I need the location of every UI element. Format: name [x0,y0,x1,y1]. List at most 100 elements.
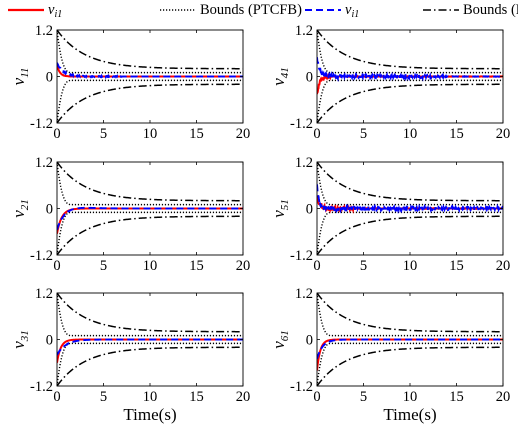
x-tick-label: 5 [360,389,367,405]
y-axis-label: ν41 [269,67,291,86]
y-tick-label: 1.2 [35,155,53,171]
y-axis-label: ν11 [9,68,31,86]
series-blue [57,338,243,356]
bound-ftdsc-upper [57,162,243,202]
bound-ptcfb-lower [57,342,243,386]
y-tick-label: 1.2 [295,155,313,171]
bound-ptcfb-lower [57,211,243,255]
y-tick-label: 0 [306,70,313,86]
x-tick-label: 10 [143,389,158,405]
bound-ftdsc-upper [317,162,503,202]
bound-ftdsc-upper [57,293,243,333]
plot-area [317,293,503,386]
bound-ftdsc-lower [57,215,243,255]
series-blue [57,62,243,80]
legend-label-3: νi1 [345,2,359,20]
y-tick-label: 0 [46,70,53,86]
series-red [317,338,503,371]
plot-area [57,162,243,255]
series-blue [57,206,243,231]
x-tick-label: 0 [53,258,60,274]
series-blue [317,338,503,360]
legend: νi1 Bounds (PTCFB) νi1 Bounds (FTDSC) [8,2,518,20]
plot-area [317,162,503,255]
y-axis-label: ν61 [269,330,291,349]
y-tick-label: 1.2 [295,286,313,302]
x-tick-label: 10 [143,126,158,142]
bound-ptcfb-upper [317,30,503,74]
x-tick-label: 0 [313,389,320,405]
x-tick-label: 10 [143,258,158,274]
x-tick-label: 15 [449,126,464,142]
x-tick-label: 15 [449,389,464,405]
plot-area [57,293,243,386]
x-tick-label: 10 [403,126,418,142]
bound-ftdsc-upper [317,30,503,70]
legend-entry-1: νi1 [8,2,62,20]
x-tick-label: 20 [236,126,251,142]
legend-entry-2: Bounds (PTCFB) [160,2,302,18]
bound-ptcfb-upper [57,293,243,337]
x-tick-label: 0 [53,389,60,405]
x-tick-label: 0 [313,258,320,274]
bound-ptcfb-lower [57,79,243,123]
bound-ptcfb-upper [57,162,243,206]
x-tick-label: 0 [313,126,320,142]
x-tick-label: 10 [403,389,418,405]
x-tick-label: 5 [360,126,367,142]
bound-ptcfb-lower [317,342,503,386]
y-tick-label: -1.2 [290,379,313,395]
bound-ptcfb-upper [317,162,503,206]
x-tick-label: 5 [100,258,107,274]
y-tick-label: 0 [46,333,53,349]
x-tick-label: 20 [496,126,511,142]
x-tick-label: 15 [189,389,204,405]
legend-label-1: νi1 [48,2,62,20]
bound-ftdsc-upper [57,30,243,70]
y-tick-label: -1.2 [30,248,53,264]
bound-ptcfb-upper [57,30,243,74]
y-tick-label: 0 [46,202,53,218]
y-tick-label: 1.2 [35,23,53,39]
bound-ftdsc-lower [317,83,503,123]
y-tick-label: 0 [306,202,313,218]
y-tick-label: -1.2 [290,116,313,132]
x-tick-label: 20 [496,258,511,274]
bound-ftdsc-upper [317,293,503,333]
x-tick-label: 20 [236,389,251,405]
y-axis-label: ν31 [9,330,31,349]
x-tick-label: 15 [449,258,464,274]
y-axis-label: ν21 [9,199,31,218]
y-tick-label: -1.2 [290,248,313,264]
plot-area [57,30,243,123]
x-tick-label: 15 [189,258,204,274]
x-tick-label: 10 [403,258,418,274]
y-axis-label: ν51 [269,199,291,218]
legend-entry-4: Bounds (FTDSC) [423,2,518,18]
y-tick-label: 1.2 [35,286,53,302]
legend-label-2: Bounds (PTCFB) [200,2,302,18]
x-tick-label: 0 [53,126,60,142]
legend-entry-3: νi1 [305,2,359,20]
y-tick-label: -1.2 [30,379,53,395]
x-tick-label: 5 [100,389,107,405]
x-tick-label: 5 [360,258,367,274]
bound-ftdsc-lower [317,346,503,386]
series-blue [317,57,503,83]
y-tick-label: 0 [306,333,313,349]
bound-ptcfb-lower [317,211,503,255]
x-tick-label: 20 [236,258,251,274]
x-axis-label: Time(s) [123,405,176,424]
y-tick-label: -1.2 [30,116,53,132]
bound-ptcfb-upper [317,293,503,337]
bound-ftdsc-lower [57,83,243,123]
bound-ftdsc-lower [57,346,243,386]
x-tick-label: 15 [189,126,204,142]
